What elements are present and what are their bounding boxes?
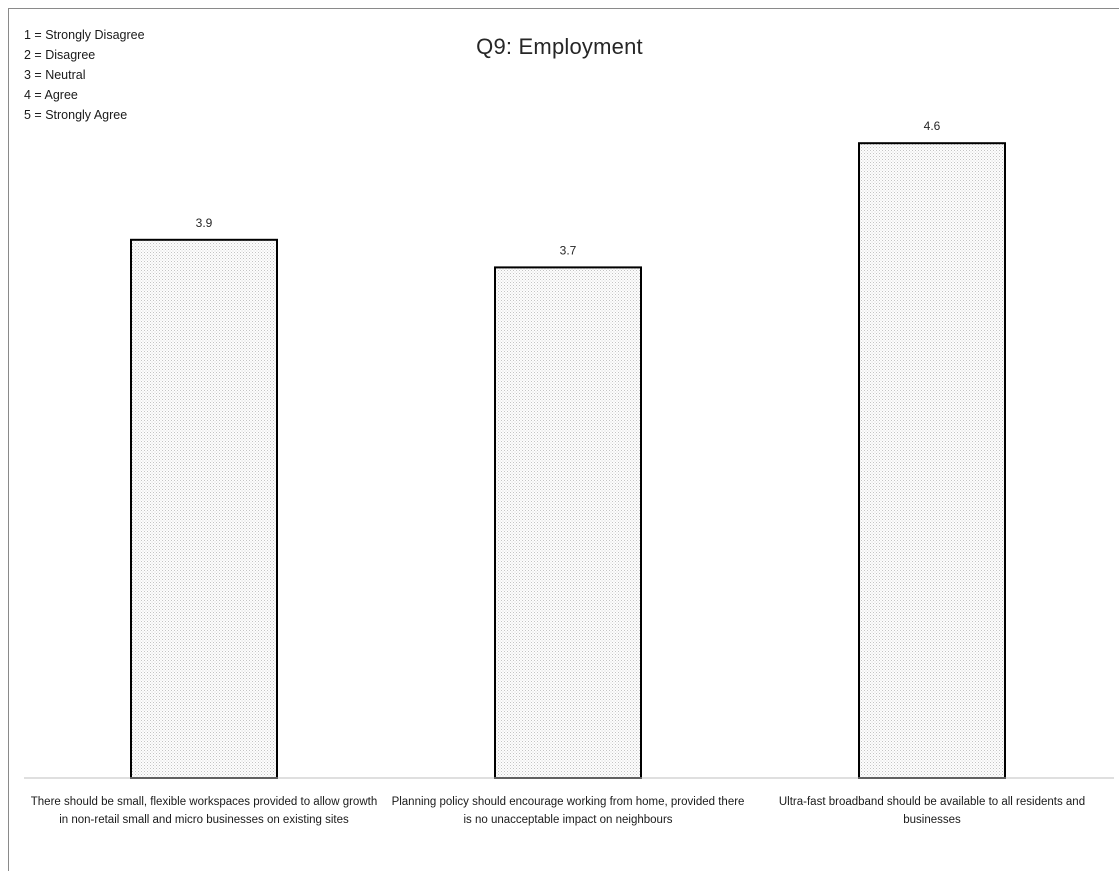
- legend-item-4: 4 = Agree: [24, 88, 78, 102]
- data-label: 3.9: [196, 216, 213, 230]
- bar: [130, 238, 278, 780]
- data-label: 4.6: [924, 119, 941, 133]
- legend-item-1: 1 = Strongly Disagree: [24, 28, 145, 42]
- data-labels-layer: 3.9 3.7 4.6: [196, 119, 941, 257]
- chart-area: [8, 8, 1119, 871]
- data-label: 3.7: [560, 243, 577, 257]
- x-tick-label: Planning policy should encourage working…: [391, 796, 745, 826]
- bar: [858, 142, 1006, 779]
- x-tick-label: There should be small, flexible workspac…: [30, 796, 378, 826]
- x-tick-label: Ultra-fast broadband should be available…: [778, 796, 1086, 826]
- chart-title: Q9: Employment: [476, 34, 643, 59]
- legend-item-3: 3 = Neutral: [24, 68, 86, 82]
- legend-item-5: 5 = Strongly Agree: [24, 108, 128, 122]
- scale-legend: 1 = Strongly Disagree 2 = Disagree 3 = N…: [24, 25, 145, 125]
- bars-layer: [130, 142, 1006, 780]
- legend-item-2: 2 = Disagree: [24, 48, 96, 62]
- bar: [494, 266, 642, 779]
